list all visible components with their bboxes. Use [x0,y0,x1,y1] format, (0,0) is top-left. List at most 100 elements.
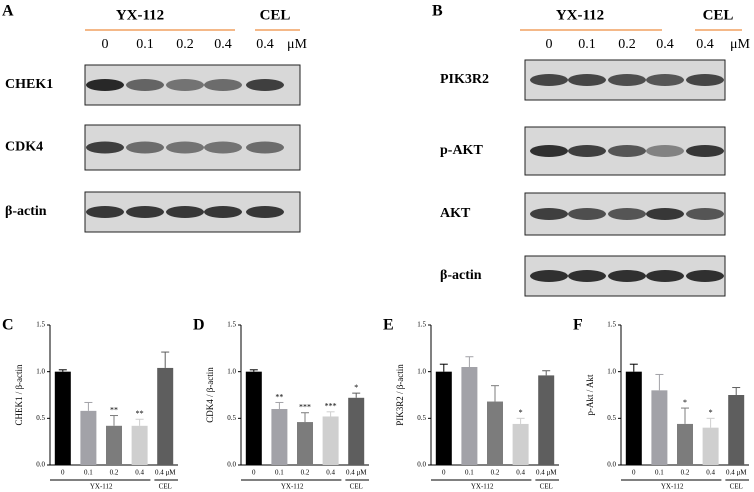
lane-label: 0.4 [656,37,674,52]
row-label: AKT [440,206,471,221]
lane-label: 0.2 [176,37,194,52]
group-label: YX-112 [471,483,494,491]
y-axis-label: CDK4 / β-actin [205,367,215,423]
blot-band [530,145,568,157]
y-tick-label: 0.5 [417,414,426,422]
y-tick-label: 1.5 [607,321,616,329]
blot-band [686,208,724,220]
y-tick-label: 0.0 [417,461,426,469]
panel-letter: A [2,3,14,20]
significance: ** [136,409,144,418]
control-label: CEL [260,7,291,23]
bar [651,390,668,465]
blot-band [608,74,646,86]
y-tick-label: 1.5 [36,321,45,329]
x-tick-label: 0.4 μM [726,469,747,477]
blot-band [86,79,124,91]
blot-band [686,270,724,282]
y-tick-label: 1.0 [607,367,616,375]
y-tick-label: 1.0 [36,367,45,375]
significance: * [354,383,358,392]
blot-band [686,145,724,157]
blot-band [166,206,204,218]
x-tick-label: 0.1 [275,469,284,477]
x-tick-label: 0.1 [655,469,664,477]
x-tick-label: 0.1 [84,469,93,477]
row-label: β-actin [5,204,47,219]
group-label: CEL [540,483,553,491]
bar [245,371,262,465]
lane-label: 0.4 [696,37,714,52]
blot-band [646,74,684,86]
bar [297,422,313,465]
significance: *** [325,402,337,411]
blot-band [568,145,606,157]
significance: *** [299,403,311,412]
panel-letter: C [2,317,14,334]
lane-label: 0.2 [618,37,636,52]
bar [348,397,365,465]
x-tick-label: 0.4 μM [155,469,176,477]
group-label: YX-112 [281,483,304,491]
significance: ** [110,405,118,414]
blot-band [204,141,242,154]
significance: * [683,398,687,407]
group-label: YX-112 [661,483,684,491]
panel-letter: B [432,3,443,20]
group-label: YX-112 [556,7,604,23]
blot-band [86,141,124,154]
blot-band [646,270,684,282]
group-label: CEL [350,483,363,491]
group-label: YX-112 [116,7,164,23]
y-tick-label: 0.5 [36,414,45,422]
row-label: β-actin [440,268,482,283]
blot-band [530,74,568,86]
bar [702,427,719,465]
y-axis-label: PIK3R2 / β-actin [395,364,405,426]
y-axis-label: CHEK1 / β-actin [14,364,24,426]
x-tick-label: 0.4 [135,469,144,477]
bar [106,425,122,465]
blot-band [530,208,568,220]
blot-band [246,79,284,91]
blot-band [568,270,606,282]
unit-label: μM [730,37,751,52]
bar [271,409,288,465]
x-tick-label: 0.2 [301,469,310,477]
x-tick-label: 0.4 μM [536,469,557,477]
lane-label: 0.4 [256,37,274,52]
blot-band [86,206,124,218]
y-tick-label: 0.0 [227,461,236,469]
y-tick-label: 0.0 [607,461,616,469]
blot-band [246,141,284,154]
blot-band [608,270,646,282]
y-tick-label: 1.5 [227,321,236,329]
row-label: CHEK1 [5,77,53,92]
bar [538,375,555,465]
bar [728,395,745,465]
blot-band [568,208,606,220]
bar [512,423,529,465]
panel-letter: E [383,317,394,334]
y-tick-label: 1.5 [417,321,426,329]
lane-label: 0.1 [136,37,154,52]
x-tick-label: 0 [61,469,65,477]
bar [322,416,339,465]
x-tick-label: 0 [632,469,636,477]
blot-band [246,206,284,218]
blot-band [204,79,242,91]
y-tick-label: 0.5 [607,414,616,422]
y-tick-label: 1.0 [417,367,426,375]
control-label: CEL [703,7,734,23]
blot-band [568,74,606,86]
blot-band [126,206,164,218]
row-label: PIK3R2 [440,72,489,87]
row-label: p-AKT [440,143,483,158]
blot-band [686,74,724,86]
unit-label: μM [287,37,308,52]
x-tick-label: 0.4 [326,469,335,477]
bar [677,423,693,465]
bar [80,410,97,465]
